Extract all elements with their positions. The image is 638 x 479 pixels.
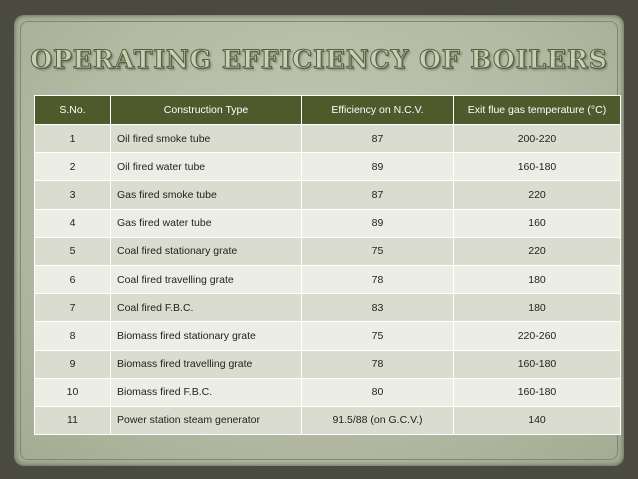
cell-construction-type: Gas fired water tube — [110, 208, 302, 238]
table-row: 2 Oil fired water tube 89 160-180 — [34, 152, 621, 182]
cell-exit-temperature: 180 — [453, 264, 621, 295]
cell-efficiency: 83 — [301, 293, 454, 323]
cell-construction-type: Coal fired travelling grate — [110, 264, 302, 295]
cell-construction-type: Biomass fired stationary grate — [110, 321, 302, 351]
cell-efficiency: 78 — [301, 349, 454, 379]
table-row: 7 Coal fired F.B.C. 83 180 — [34, 293, 621, 323]
table-row: 10 Biomass fired F.B.C. 80 160-180 — [34, 377, 621, 407]
table-row: 6 Coal fired travelling grate 78 180 — [34, 264, 621, 295]
cell-construction-type: Biomass fired F.B.C. — [110, 377, 302, 407]
cell-efficiency: 75 — [301, 236, 454, 266]
cell-sno: 11 — [34, 405, 111, 436]
cell-construction-type: Power station steam generator — [110, 405, 302, 436]
cell-sno: 6 — [34, 264, 111, 295]
cell-efficiency: 87 — [301, 180, 454, 210]
table-header-row: S.No. Construction Type Efficiency on N.… — [34, 95, 621, 125]
cell-construction-type: Oil fired smoke tube — [110, 123, 302, 154]
cell-exit-temperature: 140 — [453, 405, 621, 436]
cell-sno: 1 — [34, 123, 111, 154]
cell-exit-temperature: 220-260 — [453, 321, 621, 351]
cell-construction-type: Coal fired stationary grate — [110, 236, 302, 266]
table-row: 3 Gas fired smoke tube 87 220 — [34, 180, 621, 210]
slide-title: OPERATING EFFICIENCY OF BOILERS — [30, 45, 608, 75]
header-efficiency: Efficiency on N.C.V. — [301, 95, 454, 125]
cell-efficiency: 80 — [301, 377, 454, 407]
boiler-efficiency-table: S.No. Construction Type Efficiency on N.… — [34, 95, 621, 436]
cell-exit-temperature: 160-180 — [453, 152, 621, 182]
header-sno: S.No. — [34, 95, 111, 125]
cell-efficiency: 78 — [301, 264, 454, 295]
cell-efficiency: 89 — [301, 208, 454, 238]
table-row: 8 Biomass fired stationary grate 75 220-260 — [34, 321, 621, 351]
table-row: 4 Gas fired water tube 89 160 — [34, 208, 621, 238]
cell-sno: 4 — [34, 208, 111, 238]
cell-sno: 7 — [34, 293, 111, 323]
table-row: 1 Oil fired smoke tube 87 200-220 — [34, 123, 621, 154]
cell-sno: 5 — [34, 236, 111, 266]
cell-efficiency: 89 — [301, 152, 454, 182]
cell-sno: 2 — [34, 152, 111, 182]
cell-sno: 3 — [34, 180, 111, 210]
slide: OPERATING EFFICIENCY OF BOILERS S.No. Co… — [14, 15, 624, 466]
header-exit-temperature: Exit flue gas temperature (°C) — [453, 95, 621, 125]
cell-exit-temperature: 160-180 — [453, 377, 621, 407]
cell-sno: 10 — [34, 377, 111, 407]
cell-efficiency: 91.5/88 (on G.C.V.) — [301, 405, 454, 436]
table-row: 11 Power station steam generator 91.5/88 (… — [34, 405, 621, 436]
cell-construction-type: Biomass fired travelling grate — [110, 349, 302, 379]
cell-exit-temperature: 160 — [453, 208, 621, 238]
cell-sno: 8 — [34, 321, 111, 351]
cell-exit-temperature: 160-180 — [453, 349, 621, 379]
cell-exit-temperature: 220 — [453, 236, 621, 266]
cell-construction-type: Coal fired F.B.C. — [110, 293, 302, 323]
cell-efficiency: 87 — [301, 123, 454, 154]
cell-exit-temperature: 220 — [453, 180, 621, 210]
header-construction-type: Construction Type — [110, 95, 302, 125]
cell-exit-temperature: 180 — [453, 293, 621, 323]
cell-sno: 9 — [34, 349, 111, 379]
cell-efficiency: 75 — [301, 321, 454, 351]
table-row: 9 Biomass fired travelling grate 78 160-180 — [34, 349, 621, 379]
cell-construction-type: Oil fired water tube — [110, 152, 302, 182]
table-row: 5 Coal fired stationary grate 75 220 — [34, 236, 621, 266]
cell-exit-temperature: 200-220 — [453, 123, 621, 154]
cell-construction-type: Gas fired smoke tube — [110, 180, 302, 210]
